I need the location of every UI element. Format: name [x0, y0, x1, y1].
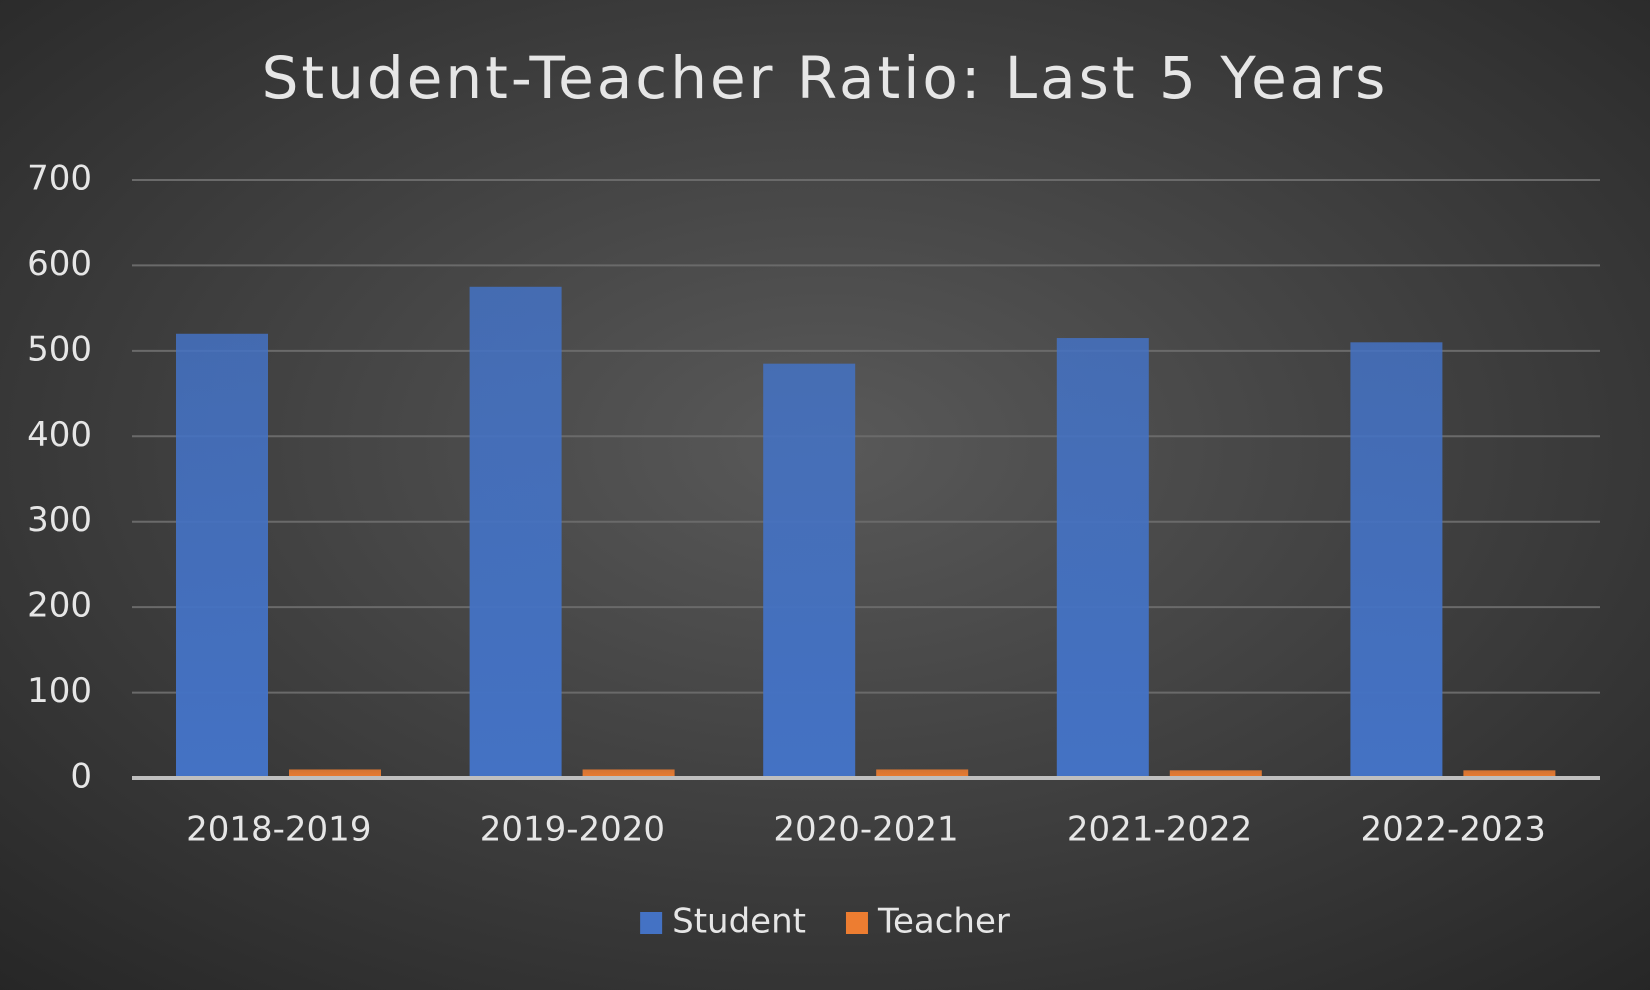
y-tick-label: 700 [27, 159, 92, 199]
y-tick-label: 200 [27, 586, 92, 626]
bar [582, 769, 675, 778]
y-tick-label: 500 [27, 329, 92, 369]
bar [763, 363, 856, 778]
bar [1169, 770, 1262, 778]
legend-label: Student [672, 902, 806, 942]
legend-swatch [640, 912, 663, 934]
bar [469, 286, 562, 778]
bar [1350, 342, 1443, 778]
legend-label: Teacher [877, 902, 1010, 942]
bar [1463, 770, 1556, 778]
x-tick-label: 2021-2022 [1067, 810, 1252, 850]
x-tick-label: 2022-2023 [1361, 810, 1546, 850]
chart-title: Student-Teacher Ratio: Last 5 Years [262, 44, 1389, 112]
y-tick-label: 400 [27, 415, 92, 455]
y-tick-label: 100 [27, 671, 92, 711]
x-tick-label: 2019-2020 [480, 810, 665, 850]
bar [876, 769, 969, 778]
x-tick-label: 2018-2019 [186, 810, 371, 850]
y-tick-label: 600 [27, 244, 92, 284]
y-tick-label: 0 [70, 757, 92, 797]
bar [176, 333, 268, 778]
bar [1056, 338, 1149, 778]
legend: Student Teacher [640, 902, 1010, 942]
y-tick-label: 300 [27, 500, 92, 540]
x-tick-label: 2020-2021 [773, 810, 958, 850]
bar [289, 769, 381, 778]
legend-swatch [845, 912, 868, 934]
